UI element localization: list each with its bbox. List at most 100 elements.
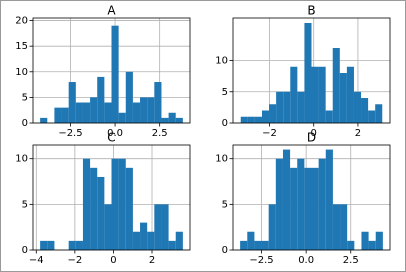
bar [375,231,383,250]
x-tick-label: 0.0 [107,128,123,139]
x-tick-label: 0 [311,128,317,139]
bar [346,66,354,123]
bar [161,204,169,250]
bar [82,158,91,250]
bar [282,149,291,250]
axes-frame [232,17,391,124]
y-tick-label: 5 [22,199,28,210]
bar [54,107,62,123]
x-tick-label: −4 [29,255,44,266]
axes-frame [32,17,191,124]
y-tick-label: 20 [15,16,28,27]
bar [311,167,319,250]
bar [353,91,362,123]
bar [111,25,119,124]
bar [104,204,112,250]
bar [283,91,291,123]
bar [261,240,269,250]
subplot-title: D [307,131,316,145]
x-tick-label: 2.5 [152,128,168,139]
bar [304,23,312,123]
axes-frame [32,144,191,251]
bar [118,158,126,250]
bar [290,66,298,123]
bar [276,91,284,123]
bar [147,97,155,123]
bar [140,97,148,123]
bar [125,71,133,123]
x-tick-label: 0 [110,255,116,266]
bar [75,240,83,250]
bar [269,104,277,123]
bar [118,112,126,123]
bar [318,158,326,250]
bar [140,222,148,250]
bar [240,116,248,123]
subplot-title: A [107,4,116,18]
bar [168,112,176,123]
bar [297,91,305,123]
bar [168,240,176,250]
bar [47,240,55,250]
bar [339,73,347,123]
bar [97,176,105,250]
bar [247,231,255,250]
y-tick-label: 5 [22,92,28,103]
subplot-title: B [307,4,315,18]
bar [254,116,262,123]
bar [340,204,348,250]
bar [154,82,162,123]
bar [361,98,369,123]
bar [275,158,283,250]
bar [361,231,369,250]
bar [347,240,355,250]
x-tick-label: −2.5 [58,128,82,139]
bar [311,66,319,123]
y-tick-label: 0 [222,118,228,129]
bar [247,116,255,123]
bar [68,82,76,123]
x-tick-label: −2 [262,128,277,139]
y-tick-label: 10 [215,56,228,67]
bar [125,167,133,250]
bar [368,110,376,123]
x-tick-label: 2 [149,255,155,266]
bar [104,102,112,123]
bar [318,66,326,123]
bar [268,204,276,250]
bar [304,167,312,250]
bar [132,102,141,123]
y-tick-label: 10 [15,154,28,165]
bar [332,204,341,250]
bar [97,76,105,123]
bar [240,240,248,250]
subplot-title: C [107,131,115,145]
bar [147,231,155,250]
x-tick-label: −2 [67,255,82,266]
y-tick-label: 0 [22,245,28,256]
bar [40,117,48,123]
bar [75,102,83,123]
bar [368,240,376,250]
y-tick-label: 5 [222,199,228,210]
axes-frame [232,144,391,251]
bar [325,149,333,250]
bar [61,107,69,123]
bar [82,102,91,123]
bar [90,97,98,123]
bar [254,240,262,250]
bar [175,231,183,250]
bar [161,117,169,123]
y-tick-label: 10 [15,67,28,78]
bar [111,158,119,250]
y-tick-label: 0 [222,245,228,256]
y-tick-label: 5 [222,87,228,98]
bar [290,167,298,250]
y-tick-label: 10 [215,154,228,165]
x-tick-label: −2.5 [249,255,273,266]
bar [261,110,270,123]
bar [132,231,141,250]
bar [332,48,340,123]
